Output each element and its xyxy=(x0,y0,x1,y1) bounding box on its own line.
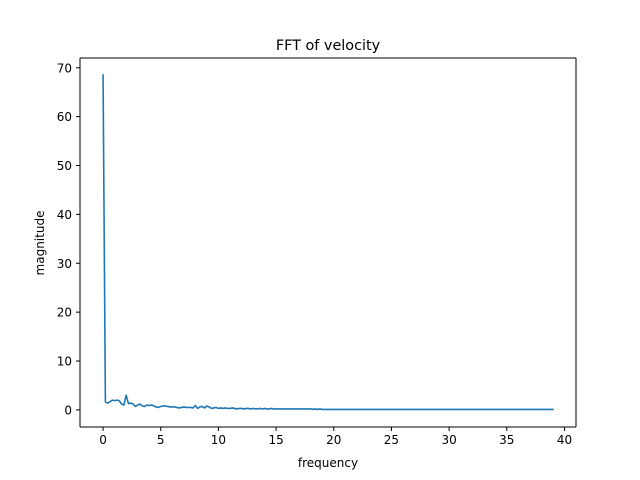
y-tick-label: 70 xyxy=(57,61,72,75)
y-tick-label: 20 xyxy=(57,306,72,320)
plot-area: 0 5 10 15 20 25 30 35 40 0 10 20 30 40 50 60 70 xyxy=(57,57,577,447)
y-tick-label: 30 xyxy=(57,257,72,271)
chart-title: FFT of velocity xyxy=(276,38,381,54)
series-line-0 xyxy=(102,74,554,411)
x-tick-label: 5 xyxy=(157,433,165,447)
y-axis-label: magnitude xyxy=(33,211,47,276)
x-tick-label: 15 xyxy=(268,433,283,447)
x-tick-label: 30 xyxy=(441,433,456,447)
y-tick-label: 50 xyxy=(57,159,72,173)
y-tick-label: 60 xyxy=(57,110,72,124)
x-tick-label: 20 xyxy=(326,433,341,447)
x-tick-label: 0 xyxy=(99,433,107,447)
x-tick-label: 10 xyxy=(211,433,226,447)
x-tick-label: 35 xyxy=(499,433,514,447)
y-tick-label: 10 xyxy=(57,355,72,369)
x-axis-label: frequency xyxy=(298,456,358,470)
x-tick-label: 25 xyxy=(384,433,399,447)
y-tick-label: 0 xyxy=(64,403,72,417)
y-tick-label: 40 xyxy=(57,208,72,222)
x-tick-label: 40 xyxy=(557,433,572,447)
